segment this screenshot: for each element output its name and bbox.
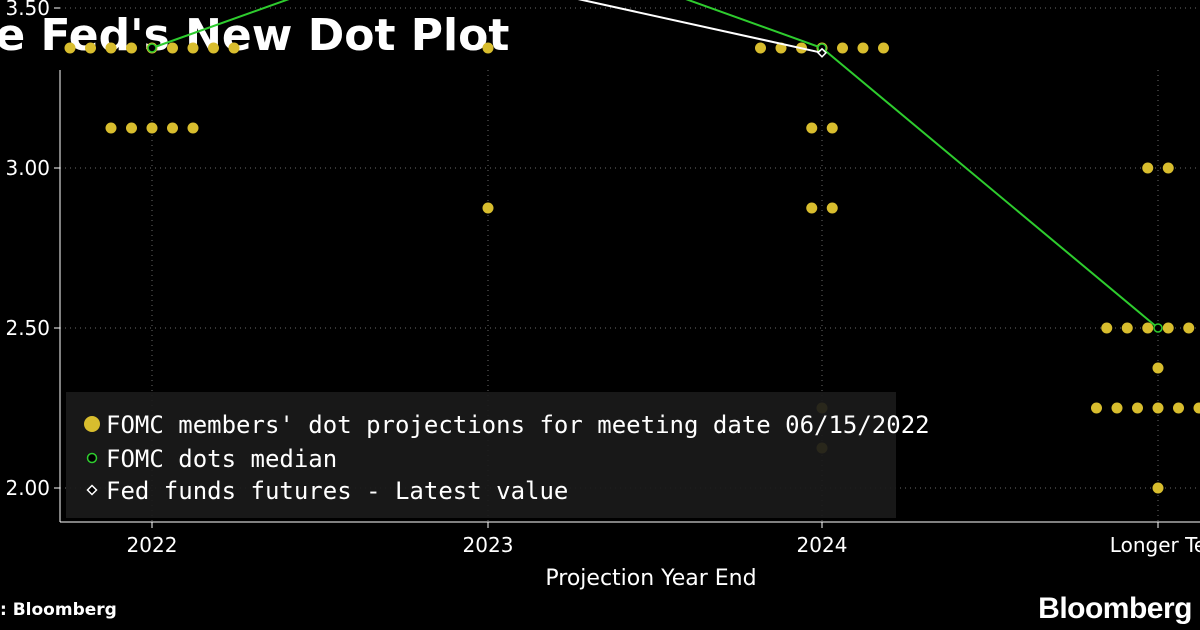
legend-label: FOMC members' dot projections for meetin… <box>106 411 930 439</box>
legend-label: FOMC dots median <box>106 445 337 473</box>
fomc-dot <box>1152 482 1164 494</box>
x-tick-label: 2022 <box>127 533 178 557</box>
median-marker <box>147 43 157 53</box>
source-note: rce: Bloomberg <box>0 600 117 620</box>
fomc-dot <box>126 42 137 54</box>
fomc-dot <box>806 202 818 214</box>
futures-marker <box>816 47 828 58</box>
fomc-dot <box>826 202 838 214</box>
fomc-dot <box>208 42 219 54</box>
median-marker <box>1153 323 1163 333</box>
fomc-dot <box>1091 402 1102 414</box>
fomc-dot <box>167 122 178 134</box>
fomc-dot <box>857 42 869 54</box>
median-line <box>151 0 1159 329</box>
bloomberg-logo: Bloomberg <box>1038 592 1192 625</box>
y-tick-label: 3.00 <box>5 156 50 180</box>
fomc-dot <box>1152 362 1164 374</box>
fomc-dot <box>837 42 848 54</box>
legend: FOMC members' dot projections for meetin… <box>66 392 930 518</box>
fomc-dot <box>1121 322 1133 334</box>
legend-dot-icon <box>84 416 100 432</box>
y-tick-label: 2.00 <box>5 476 50 500</box>
fomc-dot <box>878 42 889 54</box>
fomc-dot <box>755 42 766 54</box>
fomc-dot <box>482 42 494 54</box>
fomc-dot <box>1111 402 1123 414</box>
fomc-dot <box>1162 322 1174 334</box>
fomc-dot <box>826 122 838 134</box>
fomc-dot <box>146 122 158 134</box>
fomc-dot <box>1152 402 1164 414</box>
fomc-dot <box>1183 322 1195 334</box>
fomc-dot <box>1193 402 1200 414</box>
x-axis-title: Projection Year End <box>545 566 756 591</box>
x-tick-label: Longer Te <box>1110 533 1200 557</box>
legend-background <box>66 392 896 518</box>
x-tick-label: 2023 <box>463 533 514 557</box>
legend-median-icon <box>86 452 98 464</box>
legend-futures-icon <box>86 484 98 496</box>
fomc-dot <box>482 202 494 214</box>
fomc-dot <box>187 42 199 54</box>
fomc-dot <box>1101 322 1113 334</box>
fomc-dot <box>105 122 117 134</box>
fomc-dot <box>806 122 818 134</box>
fomc-dot <box>167 42 178 54</box>
y-tick-label: 3.50 <box>5 0 50 20</box>
fomc-dot <box>1132 402 1143 414</box>
legend-label: Fed funds futures - Latest value <box>106 477 568 505</box>
fomc-dot <box>64 42 76 54</box>
fomc-dot <box>228 42 240 54</box>
axes-layer: 4.504.003.503.002.502.00202220232024Long… <box>5 0 1200 557</box>
fomc-dot <box>1142 162 1154 174</box>
series-layer <box>64 0 1200 494</box>
x-tick-label: 2024 <box>797 533 848 557</box>
y-tick-label: 2.50 <box>5 316 50 340</box>
fomc-dot <box>126 122 137 134</box>
fomc-dot <box>1173 402 1184 414</box>
fomc-dot <box>187 122 199 134</box>
fomc-dot <box>1142 322 1154 334</box>
futures-line <box>577 0 823 54</box>
chart-title: he Fed's New Dot Plot <box>0 10 510 61</box>
fomc-dot <box>85 42 96 54</box>
fomc-dot <box>1162 162 1174 174</box>
fomc-dot <box>105 42 117 54</box>
